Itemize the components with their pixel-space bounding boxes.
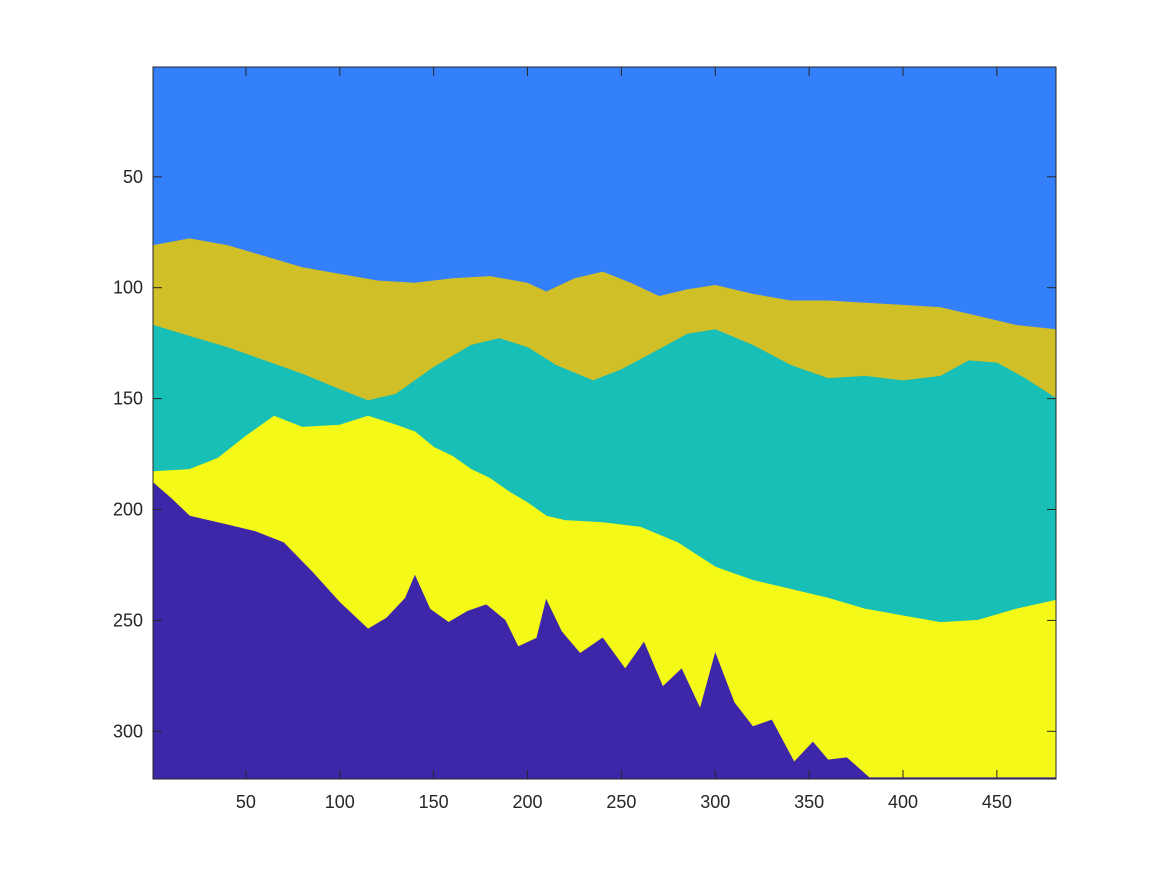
x-tick-label: 100 (325, 792, 355, 812)
y-tick-label: 150 (113, 389, 143, 409)
y-tick-label: 250 (113, 610, 143, 630)
axis-tick-labels: 50 100 150 200 250 300 350 400 450 50 100 150 200 250… (113, 167, 1012, 812)
x-tick-label: 200 (513, 792, 543, 812)
x-tick-label: 300 (700, 792, 730, 812)
y-tick-label: 100 (113, 278, 143, 298)
x-tick-label: 250 (606, 792, 636, 812)
y-tick-label: 200 (113, 500, 143, 520)
x-tick-label: 450 (982, 792, 1012, 812)
y-tick-label: 300 (113, 721, 143, 741)
region-class-1 (153, 482, 1056, 779)
x-tick-label: 400 (888, 792, 918, 812)
x-tick-label: 350 (794, 792, 824, 812)
x-tick-label: 150 (419, 792, 449, 812)
class-regions (153, 67, 1056, 779)
axis-ticks (153, 67, 1056, 779)
axes-frame (152, 66, 1057, 780)
y-tick-label: 50 (123, 167, 143, 187)
x-tick-label: 50 (236, 792, 256, 812)
